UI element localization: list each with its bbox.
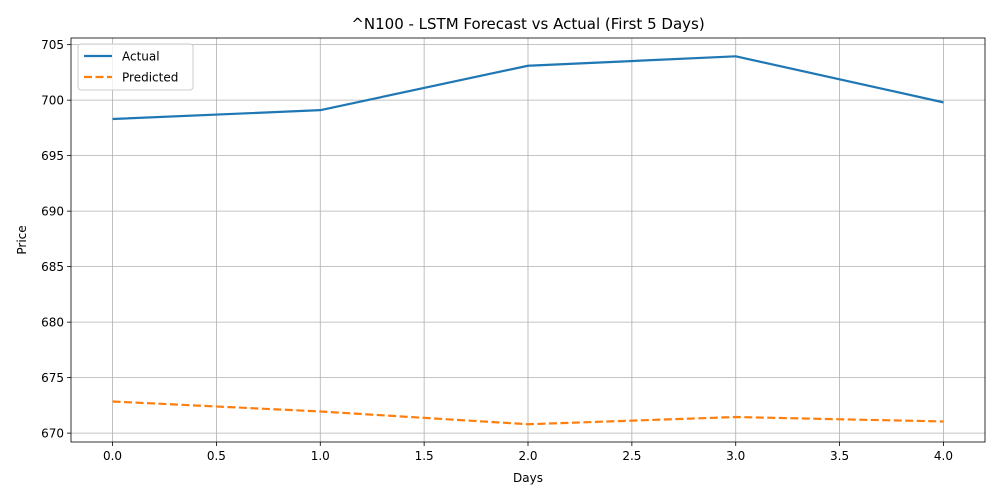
- y-tick-label: 675: [41, 371, 64, 385]
- x-tick-label: 3.5: [830, 449, 849, 463]
- x-tick-label: 4.0: [934, 449, 953, 463]
- y-tick-label: 680: [41, 316, 64, 330]
- y-axis-ticks: 670 675 680 685 690 695 700 705: [41, 38, 71, 441]
- series-lines: [112, 55, 944, 426]
- x-tick-label: 0.5: [207, 449, 226, 463]
- y-tick-label: 695: [41, 149, 64, 163]
- series-line-predicted: [112, 400, 944, 426]
- y-tick-label: 670: [41, 427, 64, 441]
- x-axis-label: Days: [513, 471, 543, 485]
- x-axis-ticks: 0.0 0.5 1.0 1.5 2.0 2.5 3.0 3.5 4.0: [103, 442, 953, 463]
- grid: [71, 38, 985, 442]
- legend: Actual Predicted: [77, 43, 194, 91]
- legend-label-actual: Actual: [122, 50, 160, 64]
- chart-title: ^N100 - LSTM Forecast vs Actual (First 5…: [351, 15, 704, 33]
- legend-label-predicted: Predicted: [122, 71, 178, 85]
- y-tick-label: 690: [41, 205, 64, 219]
- x-tick-label: 1.5: [415, 449, 434, 463]
- series-line-actual: [112, 55, 944, 121]
- x-tick-label: 1.0: [311, 449, 330, 463]
- y-axis-label: Price: [15, 225, 29, 254]
- x-tick-label: 2.0: [518, 449, 537, 463]
- y-tick-label: 705: [41, 38, 64, 52]
- x-tick-label: 0.0: [103, 449, 122, 463]
- x-tick-label: 2.5: [622, 449, 641, 463]
- y-tick-label: 700: [41, 94, 64, 108]
- x-tick-label: 3.0: [726, 449, 745, 463]
- y-tick-label: 685: [41, 260, 64, 274]
